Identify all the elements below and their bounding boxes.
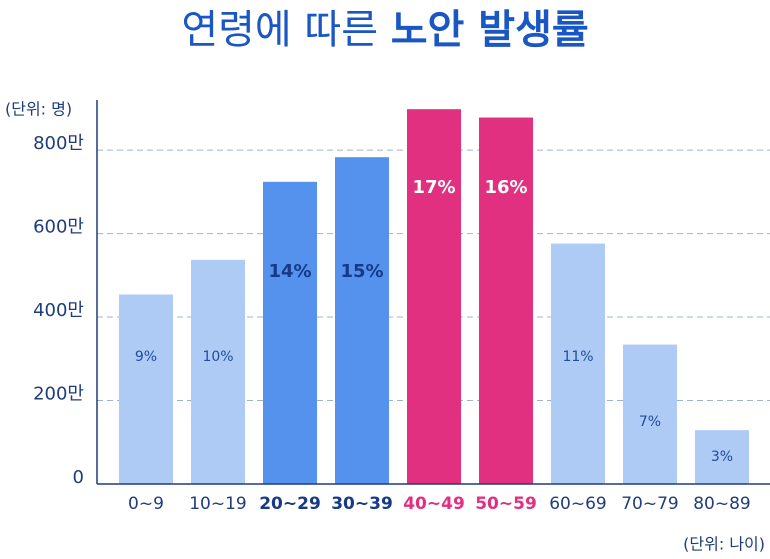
y-tick-label: 600만 xyxy=(33,217,84,238)
chart-title: 연령에 따른 노안 발생률 xyxy=(181,7,588,53)
x-tick-label: 0~9 xyxy=(128,494,164,514)
title-main: 연령에 따른 xyxy=(181,7,378,53)
share-label: 9% xyxy=(135,349,157,365)
title-emphasis: 노안 발생률 xyxy=(391,7,589,53)
share-label: 14% xyxy=(268,261,311,282)
share-label: 7% xyxy=(639,414,661,430)
bar xyxy=(407,109,461,484)
bar xyxy=(551,243,605,484)
y-tick-label: 0 xyxy=(73,467,84,488)
share-label: 10% xyxy=(202,349,233,365)
y-tick-label: 400만 xyxy=(33,300,84,321)
bar xyxy=(191,259,245,484)
bar xyxy=(263,181,317,484)
bar xyxy=(623,344,677,484)
y-unit: (단위: 명) xyxy=(5,100,72,119)
y-tick-label: 800만 xyxy=(33,133,84,154)
x-tick-label: 40~49 xyxy=(403,494,465,514)
bar xyxy=(479,117,533,485)
share-label: 11% xyxy=(562,349,593,365)
x-tick-label: 30~39 xyxy=(331,494,393,514)
share-label: 3% xyxy=(711,449,733,465)
x-tick-label: 60~69 xyxy=(549,494,607,514)
bar xyxy=(119,294,173,484)
x-tick-label: 70~79 xyxy=(621,494,679,514)
x-tick-label: 10~19 xyxy=(189,494,247,514)
share-label: 17% xyxy=(412,177,455,198)
bar xyxy=(695,430,749,484)
share-label: 16% xyxy=(484,177,527,198)
x-tick-label: 20~29 xyxy=(259,494,321,514)
x-unit: (단위: 나이) xyxy=(683,535,765,554)
x-tick-label: 80~89 xyxy=(693,494,751,514)
share-label: 15% xyxy=(340,261,383,282)
x-tick-label: 50~59 xyxy=(475,494,537,514)
y-tick-label: 200만 xyxy=(33,384,84,405)
bar xyxy=(335,157,389,484)
